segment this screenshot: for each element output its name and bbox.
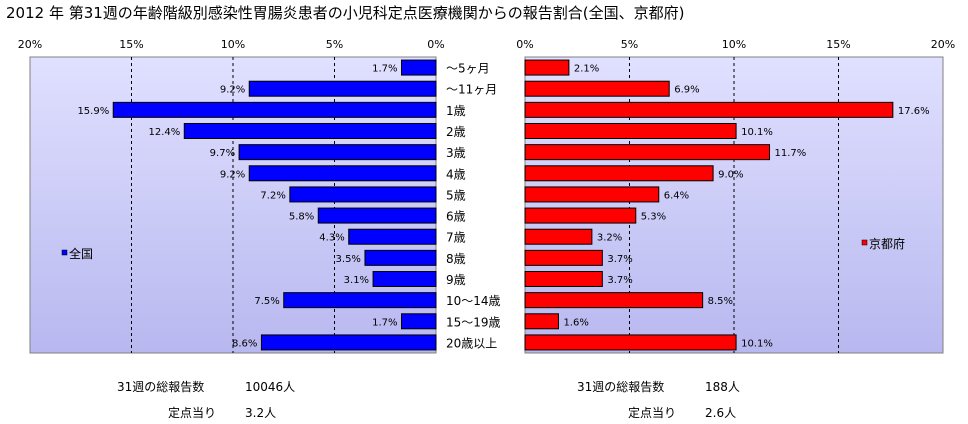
data-label-kyoto: 5.3% [641, 212, 666, 223]
data-label-national: 1.7% [372, 64, 397, 75]
bar-national [317, 207, 437, 224]
data-label-kyoto: 6.4% [664, 190, 689, 201]
category-label: 3歳 [446, 146, 466, 160]
data-label-national: 3.1% [344, 275, 369, 286]
bar-kyoto [524, 292, 704, 309]
x-tick-label-kyoto: 15% [826, 38, 850, 51]
bar-national [248, 165, 437, 182]
bar-national [364, 249, 437, 266]
x-tick-label-national: 20% [18, 38, 42, 51]
data-label-national: 1.7% [372, 317, 397, 328]
data-label-national: 9.2% [220, 169, 245, 180]
data-label-kyoto: 2.1% [574, 64, 599, 75]
category-label: 1歳 [446, 104, 466, 118]
kyoto-per-site-value: 2.6人 [705, 406, 737, 420]
legend-label-kyoto: 京都府 [869, 236, 905, 251]
bar-kyoto [524, 271, 603, 287]
bar-national [238, 144, 437, 161]
data-label-kyoto: 3.7% [607, 275, 632, 286]
x-tick-label-national: 5% [326, 38, 343, 51]
bar-national [348, 228, 437, 245]
bar-national [112, 101, 437, 118]
data-label-national: 4.3% [319, 233, 344, 244]
data-label-national: 7.2% [260, 190, 285, 201]
category-label: ～11ヶ月 [446, 83, 497, 97]
data-label-kyoto: 8.5% [708, 296, 733, 307]
category-label: 8歳 [446, 252, 466, 266]
category-label: 5歳 [446, 188, 466, 202]
national-week-total-label: 31週の総報告数 [117, 380, 205, 394]
category-label: 7歳 [446, 231, 466, 245]
data-label-national: 7.5% [254, 296, 279, 307]
category-label: 9歳 [446, 273, 466, 287]
kyoto-week-total-label: 31週の総報告数 [577, 380, 665, 394]
chart-title: 2012 年 第31週の年齢階級別感染性胃腸炎患者の小児科定点医療機関からの報告… [6, 4, 685, 22]
category-label: ～5ヶ月 [446, 62, 490, 76]
category-label: 15～19歳 [446, 315, 501, 329]
national-per-site-value: 3.2人 [245, 406, 277, 420]
kyoto-per-site-label: 定点当り [628, 406, 677, 420]
bar-national [248, 80, 437, 97]
bar-national [372, 271, 437, 287]
bar-kyoto [524, 80, 670, 97]
data-label-national: 9.2% [220, 85, 245, 96]
national-per-site-label: 定点当り [168, 406, 217, 420]
bar-kyoto [524, 313, 559, 330]
data-label-national: 9.7% [210, 148, 235, 159]
bar-kyoto [524, 334, 737, 351]
data-label-kyoto: 17.6% [898, 106, 930, 117]
data-label-kyoto: 1.6% [563, 317, 588, 328]
bar-national [283, 292, 437, 309]
category-label: 2歳 [446, 125, 466, 139]
bar-kyoto [524, 59, 570, 76]
bar-national [289, 186, 437, 203]
data-label-kyoto: 3.7% [607, 254, 632, 265]
category-label: 4歳 [446, 167, 466, 181]
bar-national [400, 59, 437, 76]
data-label-kyoto: 9.0% [718, 169, 743, 180]
data-label-national: 5.8% [289, 212, 314, 223]
data-label-kyoto: 6.9% [674, 85, 699, 96]
legend-swatch-national [61, 249, 68, 256]
bar-kyoto [524, 249, 603, 266]
bar-kyoto [524, 101, 894, 118]
data-label-kyoto: 10.1% [741, 338, 773, 349]
bar-kyoto [524, 123, 737, 139]
x-tick-label-kyoto: 5% [621, 38, 638, 51]
bar-national [260, 334, 437, 351]
bar-kyoto [524, 144, 771, 161]
x-tick-label-national: 0% [427, 38, 444, 51]
bar-kyoto [524, 207, 637, 224]
bar-national [400, 313, 437, 330]
x-tick-label-kyoto: 10% [722, 38, 746, 51]
x-tick-label-national: 15% [119, 38, 143, 51]
bar-kyoto [524, 165, 714, 182]
category-label: 20歳以上 [446, 336, 497, 350]
category-label: 6歳 [446, 210, 466, 224]
data-label-kyoto: 11.7% [775, 148, 807, 159]
bar-kyoto [524, 186, 660, 203]
x-tick-label-kyoto: 0% [516, 38, 533, 51]
x-tick-label-national: 10% [221, 38, 245, 51]
data-label-kyoto: 10.1% [741, 127, 773, 138]
legend-label-national: 全国 [69, 246, 93, 261]
bar-kyoto [524, 228, 593, 245]
category-label: 10～14歳 [446, 294, 501, 308]
x-tick-label-kyoto: 20% [931, 38, 955, 51]
data-label-national: 3.5% [336, 254, 361, 265]
legend-swatch-kyoto [861, 239, 868, 246]
data-label-national: 8.6% [232, 338, 257, 349]
data-label-kyoto: 3.2% [597, 233, 622, 244]
bar-national [183, 123, 437, 139]
data-label-national: 12.4% [148, 127, 180, 138]
national-week-total-value: 10046人 [245, 380, 296, 394]
kyoto-week-total-value: 188人 [705, 380, 740, 394]
data-label-national: 15.9% [77, 106, 109, 117]
